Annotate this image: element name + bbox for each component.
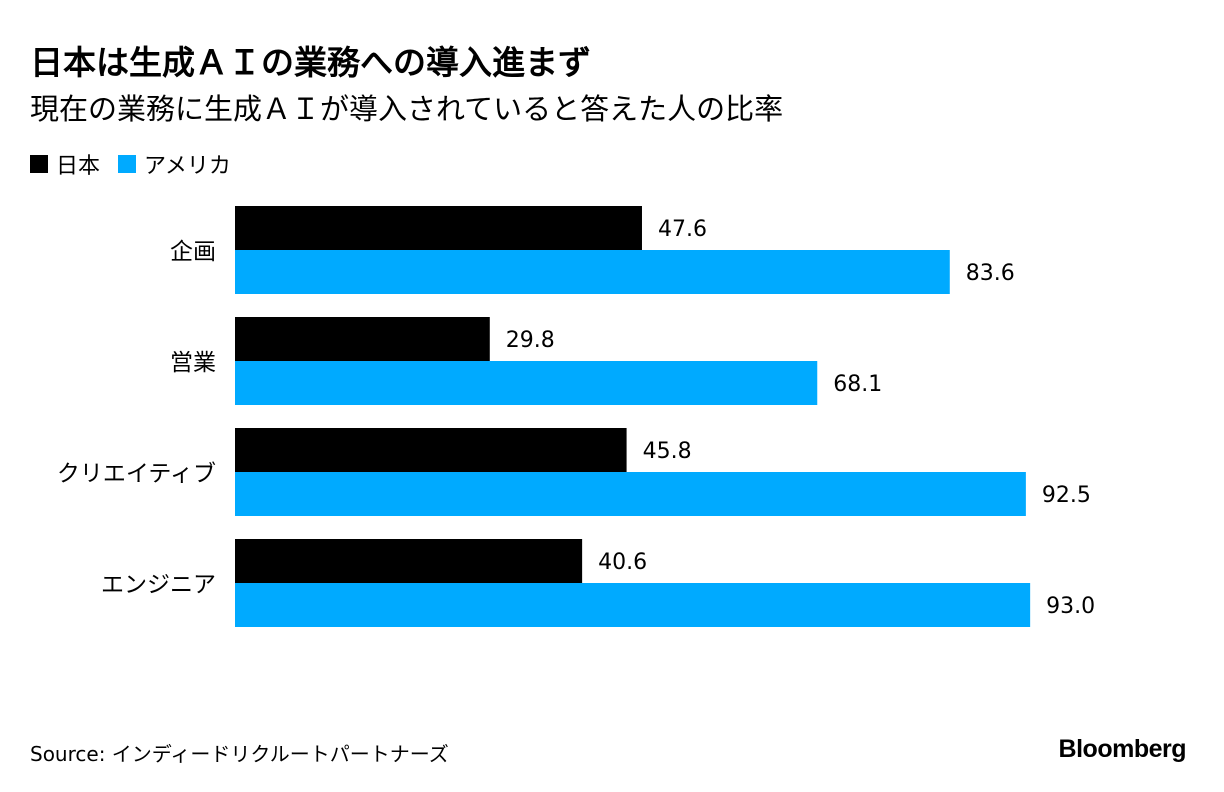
legend: 日本 アメリカ	[30, 148, 249, 180]
data-label: 45.8	[643, 439, 692, 464]
category-label: エンジニア	[101, 572, 216, 598]
legend-item-japan: 日本	[30, 148, 100, 180]
legend-item-usa: アメリカ	[118, 148, 231, 180]
bar-japan	[235, 539, 583, 583]
legend-swatch-japan	[30, 155, 48, 173]
source-note: Source: インディードリクルートパートナーズ	[30, 742, 449, 766]
bar-usa	[235, 250, 950, 294]
data-label: 92.5	[1042, 483, 1091, 508]
category-label: 企画	[170, 239, 216, 265]
category-label: クリエイティブ	[57, 461, 216, 487]
data-label: 83.6	[966, 261, 1015, 286]
data-label: 93.0	[1046, 594, 1095, 619]
bar-japan	[235, 206, 642, 250]
data-label: 29.8	[506, 328, 555, 353]
bar-usa	[235, 583, 1031, 627]
legend-swatch-usa	[118, 155, 137, 173]
legend-label-japan: 日本	[56, 154, 101, 179]
bar-chart: 企画 47.6 83.6 営業 29.8 68.1 クリエイティブ 45.8 92.5 エンジニア…	[57, 206, 1095, 627]
bar-usa	[235, 361, 818, 405]
bloomberg-logo: Bloomberg	[1058, 735, 1187, 763]
category-label: 営業	[170, 350, 216, 376]
data-label: 68.1	[833, 372, 882, 397]
bar-japan	[235, 317, 490, 361]
data-label: 40.6	[598, 550, 647, 575]
chart-subtitle: 現在の業務に生成ＡＩが導入されていると答えた人の比率	[30, 92, 784, 126]
chart-title: 日本は生成ＡＩの業務への導入進まず	[30, 43, 591, 82]
legend-label-usa: アメリカ	[144, 154, 231, 179]
bar-usa	[235, 472, 1026, 516]
data-label: 47.6	[658, 217, 707, 242]
bar-japan	[235, 428, 627, 472]
